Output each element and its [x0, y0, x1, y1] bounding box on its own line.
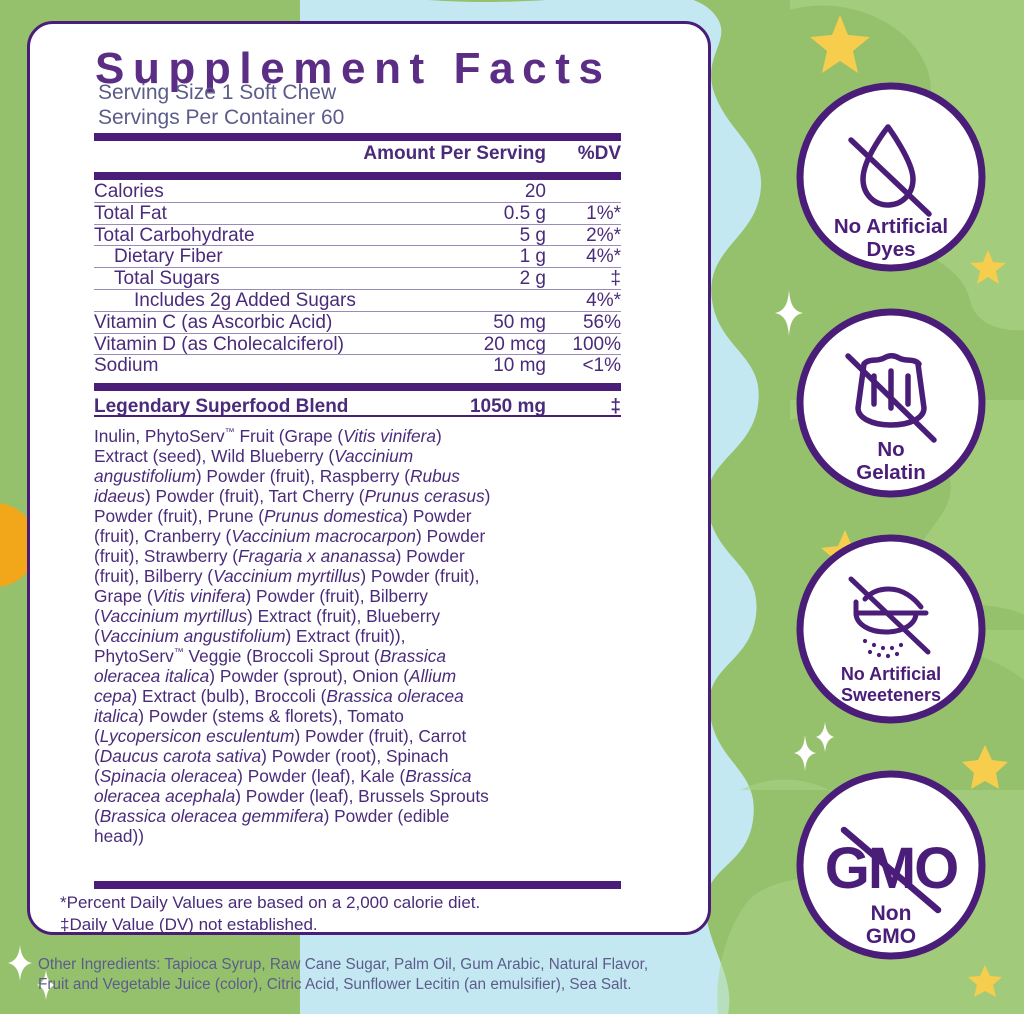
svg-text:No: No: [877, 438, 904, 461]
svg-text:Dyes: Dyes: [866, 238, 915, 261]
svg-text:GMO: GMO: [866, 925, 916, 948]
svg-text:Non: Non: [871, 902, 912, 925]
svg-text:No Artificial: No Artificial: [841, 664, 941, 684]
svg-text:Sweeteners: Sweeteners: [841, 685, 941, 705]
svg-text:No Artificial: No Artificial: [834, 215, 948, 238]
svg-text:Gelatin: Gelatin: [856, 461, 926, 484]
